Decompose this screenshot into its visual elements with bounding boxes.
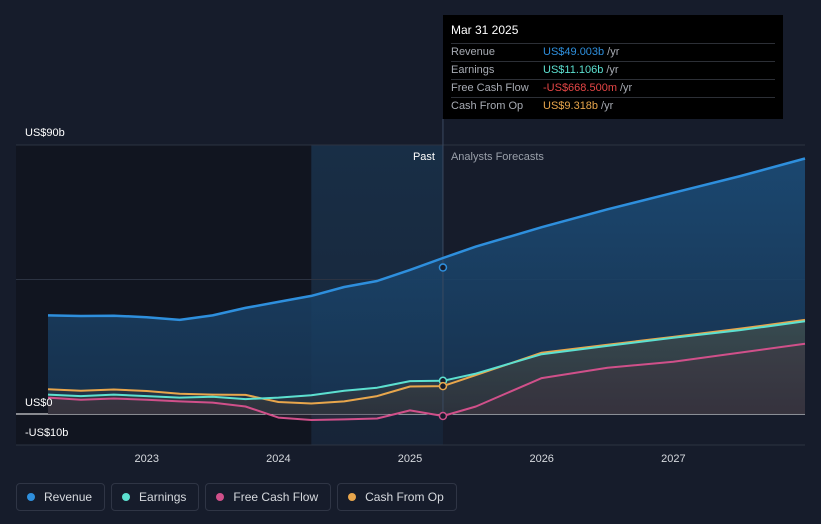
legend-item-free-cash-flow[interactable]: Free Cash Flow bbox=[205, 483, 332, 511]
past-label: Past bbox=[413, 151, 435, 163]
legend-dot-icon bbox=[122, 493, 131, 501]
legend-label: Revenue bbox=[44, 490, 93, 504]
area-free-cash-flow bbox=[48, 343, 805, 420]
x-tick-label: 2026 bbox=[529, 453, 553, 465]
tooltip-date: Mar 31 2025 bbox=[451, 23, 519, 37]
legend-label: Cash From Op bbox=[365, 490, 444, 504]
tooltip-label: Free Cash Flow bbox=[451, 82, 529, 94]
line-cash-from-op bbox=[47, 318, 806, 405]
x-tick-label: 2025 bbox=[398, 453, 422, 465]
x-tick-label: 2027 bbox=[661, 453, 685, 465]
tooltip-unit: /yr bbox=[601, 100, 614, 112]
data-tooltip: Mar 31 2025 Revenue US$49.003b /yr Earni… bbox=[443, 15, 783, 119]
tooltip-unit: /yr bbox=[607, 46, 620, 58]
point-revenue bbox=[438, 263, 448, 272]
point-cash-from-op bbox=[438, 381, 448, 391]
tooltip-value: US$11.106b bbox=[543, 64, 604, 76]
legend-label: Earnings bbox=[139, 490, 187, 504]
tooltip-label: Cash From Op bbox=[451, 100, 524, 112]
tooltip-value: -US$668.500m bbox=[543, 82, 617, 94]
forecast-label: Analysts Forecasts bbox=[451, 151, 544, 163]
point-free-cash-flow bbox=[438, 411, 448, 421]
tooltip-row-earnings: Earnings US$11.106b /yr bbox=[451, 61, 775, 79]
tooltip-unit: /yr bbox=[606, 64, 619, 76]
tooltip-value: US$9.318b bbox=[543, 100, 599, 112]
tooltip-row-cash-from-op: Cash From Op US$9.318b /yr bbox=[451, 97, 775, 115]
chart-canvas: US$90b US$0 -US$10b 2023 2024 2025 2026 2027 Pas… bbox=[16, 119, 806, 465]
x-tick-label: 2023 bbox=[134, 453, 158, 465]
line-earnings bbox=[47, 320, 806, 401]
tooltip-value: US$49.003b bbox=[543, 46, 605, 58]
tooltip-row-revenue: Revenue US$49.003b /yr bbox=[451, 43, 775, 61]
legend-dot-icon bbox=[27, 493, 35, 501]
legend-dot-icon bbox=[348, 493, 357, 501]
y-tick-label: -US$10b bbox=[25, 427, 68, 439]
y-tick-label: US$0 bbox=[25, 397, 53, 409]
legend-label: Free Cash Flow bbox=[233, 490, 319, 504]
chart-legend: Revenue Earnings Free Cash Flow Cash Fro… bbox=[16, 483, 457, 511]
tooltip-label: Earnings bbox=[451, 64, 495, 76]
legend-item-cash-from-op[interactable]: Cash From Op bbox=[337, 483, 457, 511]
x-tick-label: 2024 bbox=[266, 453, 290, 465]
line-revenue bbox=[47, 157, 806, 322]
legend-item-revenue[interactable]: Revenue bbox=[16, 483, 106, 511]
legend-item-earnings[interactable]: Earnings bbox=[111, 483, 200, 511]
tooltip-label: Revenue bbox=[451, 46, 496, 58]
legend-dot-icon bbox=[216, 493, 225, 501]
area-earnings bbox=[48, 321, 805, 414]
line-free-cash-flow bbox=[47, 342, 806, 421]
tooltip-unit: /yr bbox=[620, 82, 633, 94]
area-cash-from-op bbox=[48, 319, 805, 414]
tooltip-row-free-cash-flow: Free Cash Flow -US$668.500m /yr bbox=[451, 79, 775, 97]
y-tick-label: US$90b bbox=[25, 127, 65, 139]
